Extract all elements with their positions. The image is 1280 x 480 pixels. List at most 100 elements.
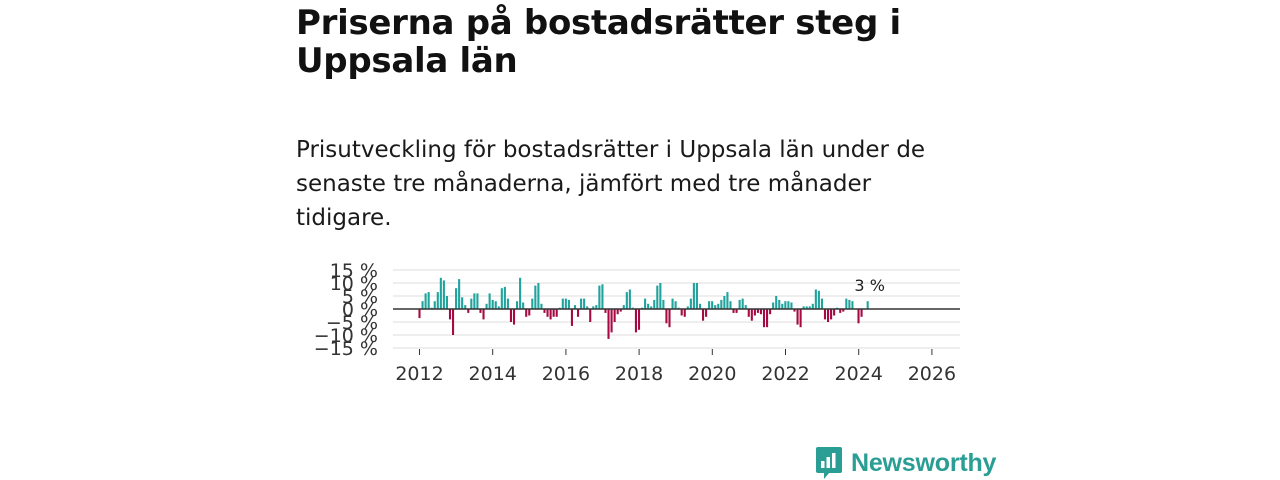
bar xyxy=(485,303,488,309)
bar xyxy=(567,299,570,309)
bar xyxy=(537,283,540,309)
x-tick-label: 2014 xyxy=(469,363,517,385)
bar xyxy=(772,302,775,309)
bar xyxy=(439,277,442,309)
bar xyxy=(473,293,476,309)
x-tick-label: 2022 xyxy=(761,363,809,385)
bar xyxy=(576,309,580,317)
bar xyxy=(534,285,537,309)
bar xyxy=(833,309,836,316)
bar xyxy=(708,301,711,309)
bar xyxy=(497,306,500,309)
bar xyxy=(549,309,552,320)
bar xyxy=(589,309,592,322)
bar xyxy=(775,296,778,309)
bar xyxy=(506,298,509,309)
bar xyxy=(842,309,845,312)
bar xyxy=(668,309,671,328)
bar xyxy=(455,288,458,309)
bar xyxy=(647,303,650,309)
bar xyxy=(826,309,830,322)
bar xyxy=(717,303,720,309)
bar xyxy=(650,306,653,309)
bar xyxy=(503,286,506,309)
bar xyxy=(583,298,586,309)
bar xyxy=(421,301,424,309)
bar xyxy=(769,309,772,315)
bar xyxy=(491,299,494,309)
bar xyxy=(756,309,759,313)
bar xyxy=(744,305,747,309)
bar xyxy=(528,309,531,316)
bar xyxy=(766,309,769,328)
x-tick-label: 2012 xyxy=(395,363,443,385)
bar xyxy=(753,309,756,316)
bar xyxy=(464,305,467,309)
bar xyxy=(689,298,692,309)
bar xyxy=(750,309,753,321)
bar xyxy=(488,293,491,309)
bar xyxy=(793,309,796,312)
bar xyxy=(619,309,622,312)
bar xyxy=(656,285,659,309)
bar xyxy=(525,309,528,317)
bar xyxy=(604,309,607,313)
bar xyxy=(418,309,421,319)
bar xyxy=(741,298,744,309)
bar xyxy=(662,299,665,309)
bar xyxy=(720,299,723,309)
bar xyxy=(790,302,793,309)
bar xyxy=(494,301,497,309)
bar xyxy=(683,309,686,317)
bar xyxy=(811,303,814,309)
bar xyxy=(695,283,698,309)
bar xyxy=(738,299,741,309)
y-tick-label: 0 % xyxy=(342,299,378,321)
newsworthy-logo-icon xyxy=(816,447,842,479)
bar xyxy=(625,292,628,309)
brand-name: Newsworthy xyxy=(851,448,997,477)
bar xyxy=(442,280,445,309)
bar xyxy=(433,301,436,309)
bar xyxy=(820,298,823,309)
bar xyxy=(458,279,461,309)
bar xyxy=(692,283,695,309)
bar xyxy=(448,309,452,320)
bar xyxy=(522,302,525,309)
bar xyxy=(516,301,519,309)
bar xyxy=(555,309,558,317)
bar xyxy=(830,309,833,320)
bar xyxy=(445,296,448,309)
last-value-label: 3 % xyxy=(854,276,884,295)
bar xyxy=(573,305,577,309)
bar xyxy=(546,309,549,317)
bar xyxy=(866,301,869,309)
bar xyxy=(802,306,805,309)
content: Priserna på bostadsrätter steg i Uppsala… xyxy=(296,0,986,231)
bar xyxy=(543,309,546,313)
bar xyxy=(808,306,811,309)
bar xyxy=(787,301,790,309)
bar xyxy=(519,277,522,309)
y-tick-label: 5 % xyxy=(342,286,378,308)
x-tick-label: 2016 xyxy=(542,363,590,385)
bar xyxy=(637,309,641,330)
bar xyxy=(762,309,766,328)
bar xyxy=(659,283,662,309)
bar xyxy=(470,298,473,309)
bar xyxy=(552,309,555,317)
x-tick-label: 2024 xyxy=(835,363,883,385)
page-subtitle: Prisutveckling för bostadsrätter i Uppsa… xyxy=(296,137,926,231)
bar xyxy=(698,303,702,309)
y-tick-label: −10 % xyxy=(314,325,378,347)
bar xyxy=(784,301,787,309)
bar xyxy=(628,289,631,309)
bar xyxy=(570,309,573,326)
bar xyxy=(665,309,668,324)
bar xyxy=(592,306,595,309)
bar xyxy=(701,309,705,321)
bar xyxy=(436,292,439,309)
page-title: Priserna på bostadsrätter steg i Uppsala… xyxy=(296,3,901,81)
brand-logo: Newsworthy xyxy=(815,446,996,480)
